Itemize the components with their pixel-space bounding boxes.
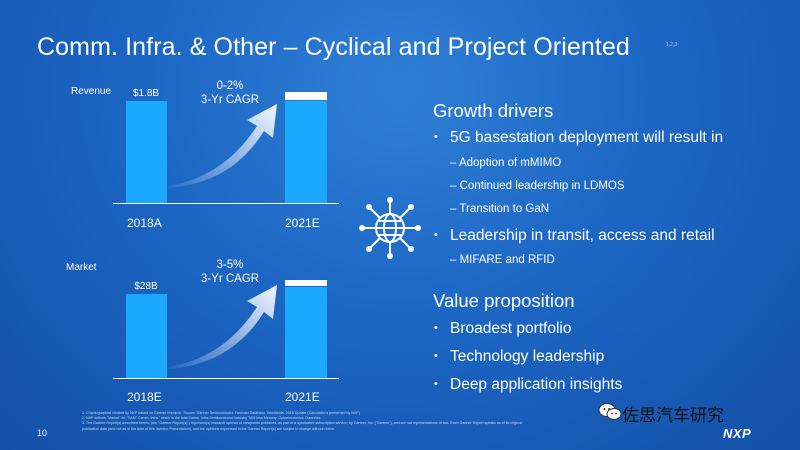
footnote: 1. Charts/graphics created by NXP based … — [82, 411, 360, 415]
revenue-chart-label: Revenue — [71, 86, 112, 97]
value-broadest-portfolio: Broadest portfolio — [450, 320, 572, 337]
market-2021-bar-cap — [285, 280, 327, 286]
bullet-icon: • — [434, 131, 438, 143]
page-title: Comm. Infra. & Other – Cyclical and Proj… — [37, 33, 630, 61]
value-proposition-heading: Value proposition — [433, 290, 575, 311]
growth-driver-5g: 5G basestation deployment will result in — [450, 129, 724, 146]
growth-driver-leadership: Leadership in transit, access and retail — [450, 227, 715, 244]
footnotes: 1. Charts/graphics created by NXP based … — [82, 411, 762, 432]
revenue-cagr-caption: 3-Yr CAGR — [200, 94, 260, 106]
footnote: 2. NXP defines "Market" for "SAM" Comm. … — [82, 416, 321, 421]
revenue-cagr: 0-2% 3-Yr CAGR — [185, 79, 275, 107]
value-deep-insights: Deep application insights — [450, 376, 623, 393]
revenue-2021-bar-cap — [285, 92, 327, 100]
market-axis — [113, 378, 339, 379]
revenue-cagr-value: 0-2% — [216, 80, 244, 92]
page-number: 10 — [37, 428, 48, 438]
market-cagr-value: 3-5% — [216, 259, 244, 271]
market-2018-value: $28B — [134, 281, 158, 292]
footnote: publication date (and not as of the date… — [82, 426, 336, 431]
revenue-growth-arrow-icon — [167, 104, 277, 188]
sub-bullet-ldmos: – Continued leadership in LDMOS — [450, 180, 625, 192]
watermark-text: 佐思汽车研究 — [622, 406, 724, 425]
bullet-icon: • — [434, 378, 438, 390]
market-2018-bar — [126, 294, 167, 378]
market-chart-label: Market — [66, 262, 97, 273]
bullet-icon: • — [434, 322, 438, 334]
bullet-icon: • — [434, 229, 438, 241]
value-technology-leadership: Technology leadership — [450, 348, 605, 365]
sub-bullet-gan: – Transition to GaN — [450, 203, 550, 215]
market-cagr: 3-5% 3-Yr CAGR — [185, 258, 275, 286]
revenue-2018-label: 2018A — [127, 216, 162, 230]
market-2018-label: 2018E — [127, 390, 162, 404]
bullet-icon: • — [434, 350, 438, 362]
title-footnote-ref: 1,2,3 — [666, 42, 678, 48]
revenue-2018-bar — [126, 101, 167, 203]
market-cagr-caption: 3-Yr CAGR — [200, 273, 260, 285]
market-2021-label: 2021E — [285, 390, 320, 404]
revenue-axis — [113, 203, 339, 204]
sub-bullet-mmimo: – Adoption of mMIMO — [450, 157, 562, 169]
revenue-2021-bar — [285, 101, 327, 203]
footnote: 3. The Gartner Report(s) described herei… — [82, 421, 522, 426]
growth-drivers-heading: Growth drivers — [433, 100, 554, 121]
network-globe-icon — [359, 197, 421, 259]
revenue-2018-value: $1.8B — [132, 88, 160, 99]
revenue-2021-label: 2021E — [285, 216, 320, 230]
market-2021-bar — [285, 287, 327, 378]
market-growth-arrow-icon — [167, 285, 277, 369]
sub-bullet-mifare: – MIFARE and RFID — [450, 254, 555, 266]
wechat-icon — [598, 403, 622, 420]
nxp-logo: NXP — [723, 426, 752, 441]
